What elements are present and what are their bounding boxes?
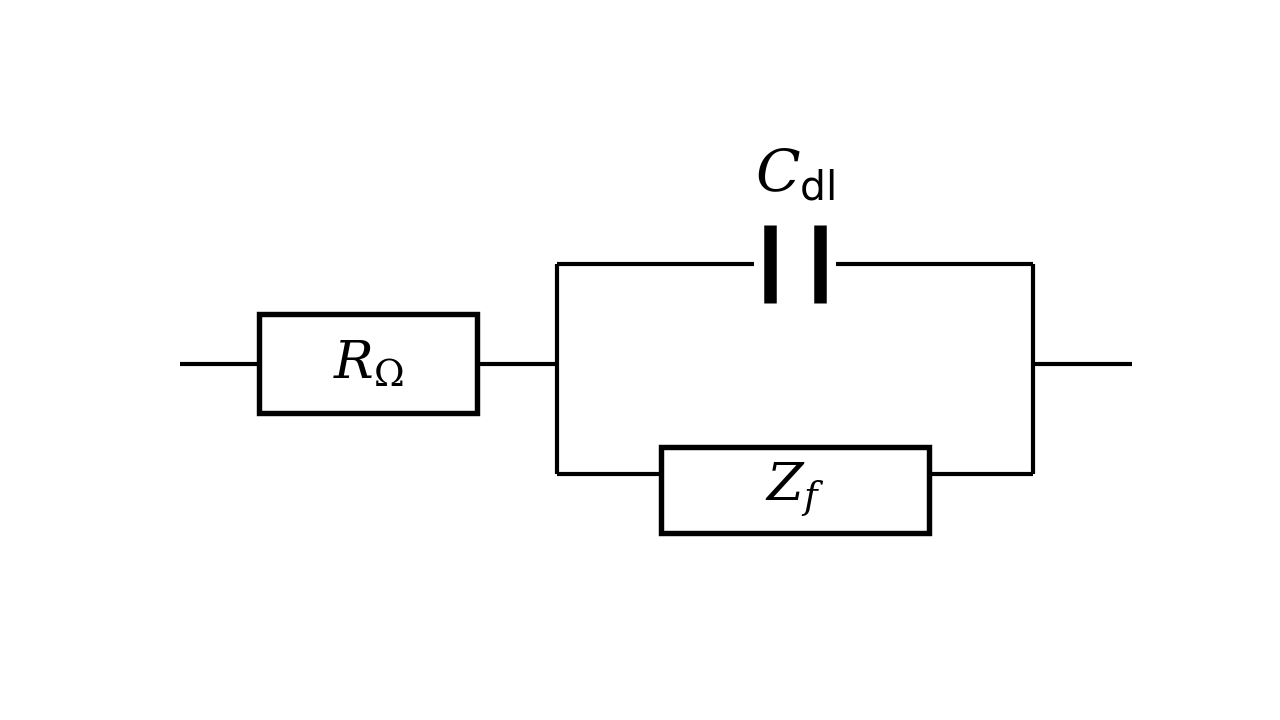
Bar [660,446,929,533]
Text: $C_{\mathregular{dl}}$: $C_{\mathregular{dl}}$ [755,147,835,204]
Text: $Z_f$: $Z_f$ [765,460,824,518]
Bar [259,314,477,413]
Text: $R_{\Omega}$: $R_{\Omega}$ [333,338,403,390]
